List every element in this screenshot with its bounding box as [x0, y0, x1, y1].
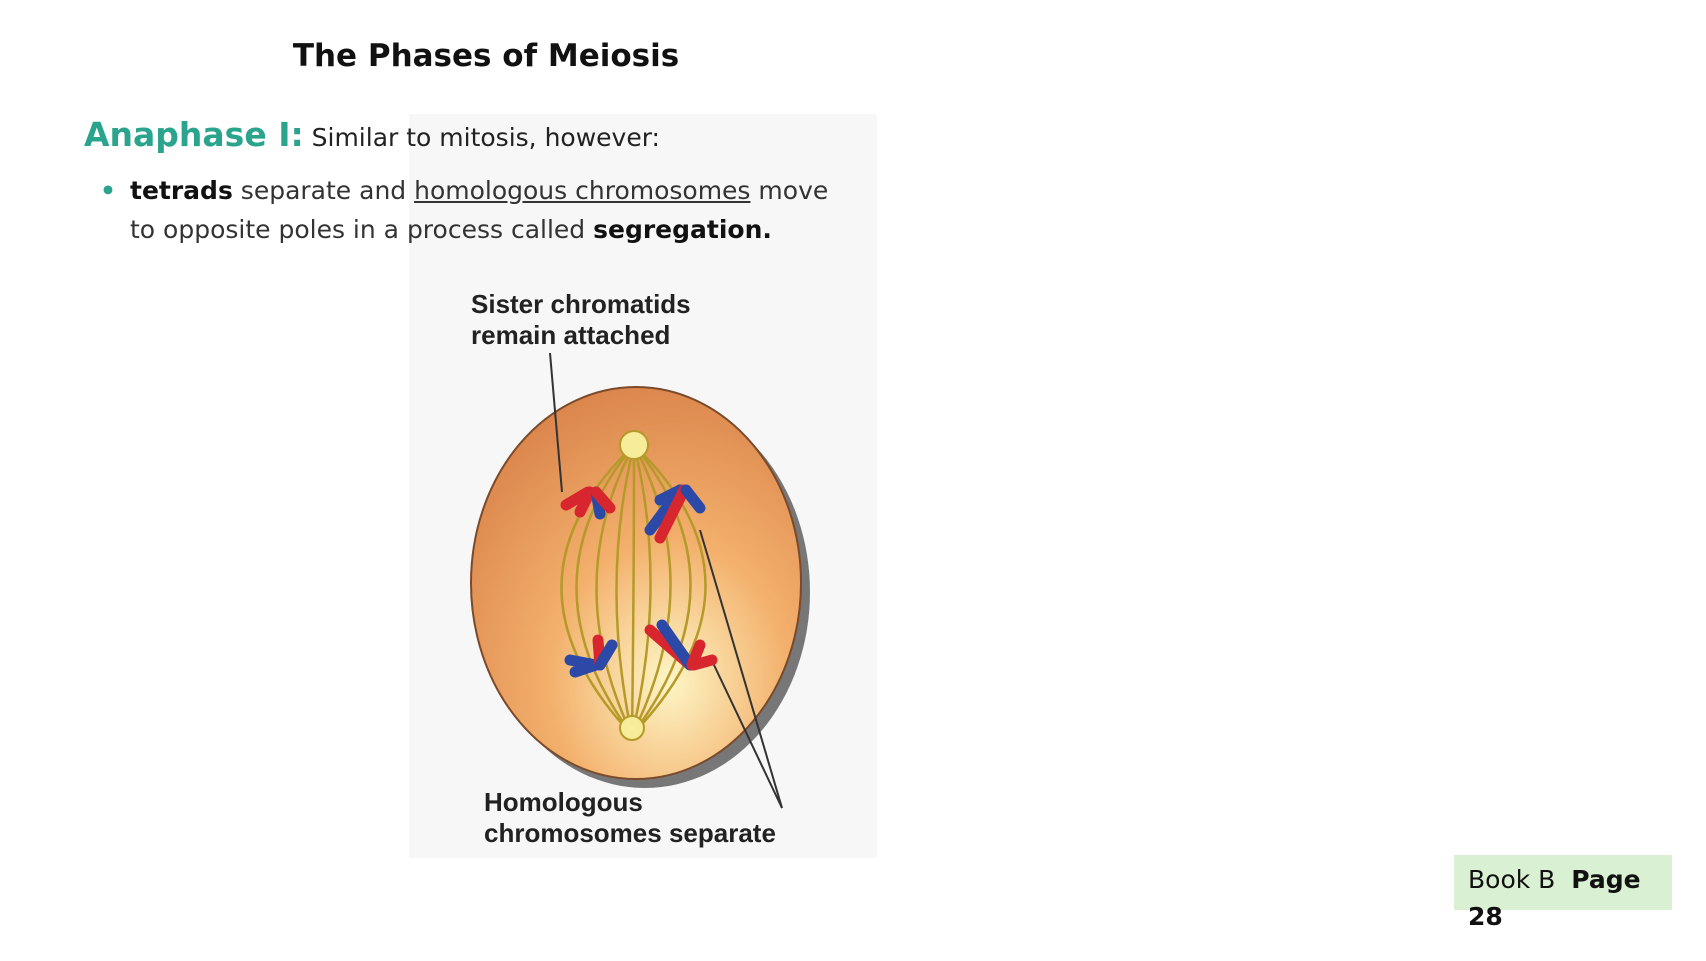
phase-label: Anaphase I: — [84, 115, 304, 154]
cell — [470, 386, 802, 780]
bullet-dot: • — [100, 176, 116, 205]
spindle — [560, 444, 707, 736]
heading: Anaphase I: Similar to mitosis, however: — [84, 115, 660, 154]
chromosomes — [560, 484, 718, 678]
figure-label: Sister chromatids remain attached — [471, 289, 691, 350]
leader-lines — [549, 352, 783, 809]
centrosome — [619, 715, 645, 741]
centrosome — [619, 430, 649, 460]
term: segregation. — [593, 215, 772, 244]
page: Page 28 — [1468, 865, 1641, 931]
heading-text: Similar to mitosis, however: — [311, 123, 660, 152]
figure-label: Homologous chromosomes separate — [484, 787, 776, 848]
bullet-text: separate and — [240, 176, 407, 205]
page-reference: Book B Page 28 — [1454, 855, 1672, 931]
underlined-term: homologous chromosomes — [414, 176, 751, 205]
slide-title: The Phases of Meiosis — [292, 38, 680, 74]
book: Book B — [1468, 865, 1556, 894]
bullet: • tetrads separate and homologous chromo… — [100, 171, 860, 249]
bullet-text: move to opposite poles in a process call… — [130, 176, 829, 244]
term: tetrads — [130, 176, 233, 205]
